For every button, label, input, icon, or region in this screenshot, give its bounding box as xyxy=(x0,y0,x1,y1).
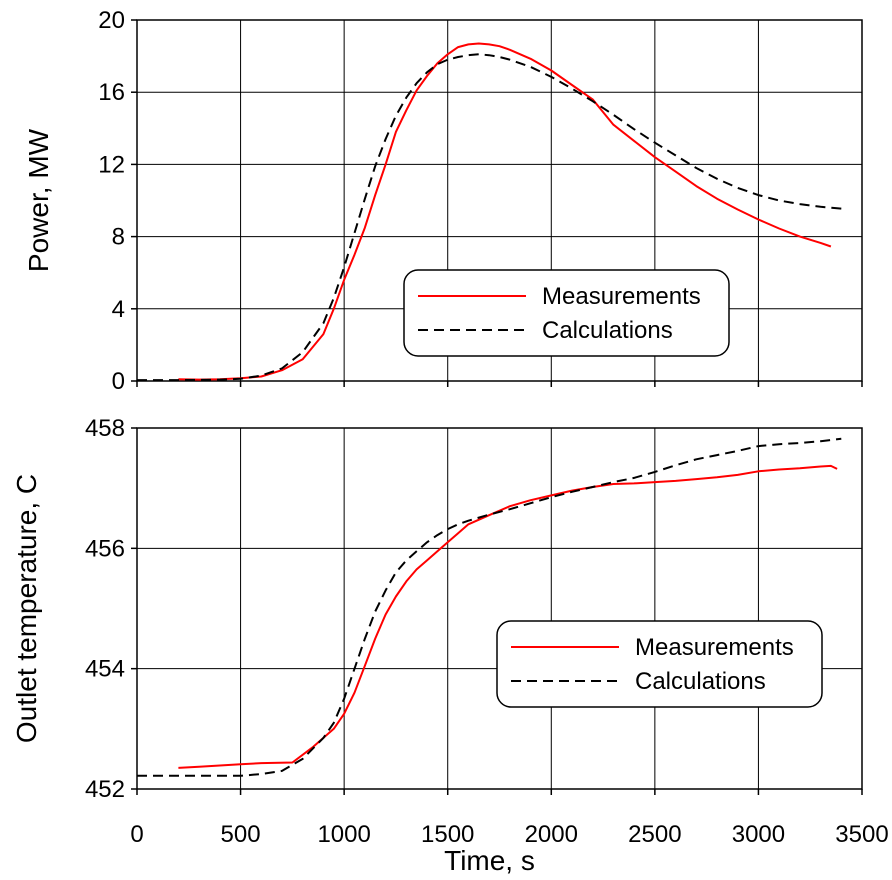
series-line-measurements xyxy=(178,42,832,381)
legend-box xyxy=(496,620,823,708)
series-line-measurements xyxy=(178,464,838,769)
plot-frame xyxy=(136,427,863,790)
y-tick-label: 458 xyxy=(85,415,125,442)
legend-label-calculations: Calculations xyxy=(542,317,673,344)
x-tick-label: 1000 xyxy=(317,821,370,848)
y-tick-label: 456 xyxy=(85,535,125,562)
legend: Measurements Calculations xyxy=(496,620,823,708)
x-tick-label: 2000 xyxy=(525,821,578,848)
y-tick-label: 16 xyxy=(98,79,125,106)
series-line-calculations xyxy=(137,53,842,382)
x-axis-title: Time, s xyxy=(444,845,535,876)
x-tick-label: 0 xyxy=(130,821,143,848)
y-tick-label: 8 xyxy=(112,224,125,251)
legend-label-calculations: Calculations xyxy=(635,668,766,695)
y-tick-label: 12 xyxy=(98,151,125,178)
x-tick-label: 3500 xyxy=(835,821,888,848)
y-tick-label: 0 xyxy=(112,368,125,395)
plot-frame xyxy=(136,19,863,382)
legend-label-measurements: Measurements xyxy=(542,283,701,310)
y-tick-label: 452 xyxy=(85,776,125,803)
y-tick-label: 454 xyxy=(85,656,125,683)
y-tick-label: 4 xyxy=(112,296,125,323)
x-tick-label: 500 xyxy=(221,821,261,848)
x-tick-label: 1500 xyxy=(421,821,474,848)
power-chart: 0 4 8 12 16 20 Power, MW Measurements Calculatio… xyxy=(23,7,863,395)
y-tick-label: 20 xyxy=(98,7,125,34)
y-axis-title: Outlet temperature, C xyxy=(11,474,42,743)
x-tick-label: 2500 xyxy=(628,821,681,848)
outlet-temperature-chart: 452 454 456 458 0 500 1000 1500 2000 2500 3000 3500… xyxy=(11,415,889,876)
y-axis-title: Power, MW xyxy=(23,128,54,272)
legend-box xyxy=(403,269,730,357)
series-line-calculations xyxy=(137,437,842,777)
legend-label-measurements: Measurements xyxy=(635,634,794,661)
legend: Measurements Calculations xyxy=(403,269,730,357)
x-tick-label: 3000 xyxy=(732,821,785,848)
